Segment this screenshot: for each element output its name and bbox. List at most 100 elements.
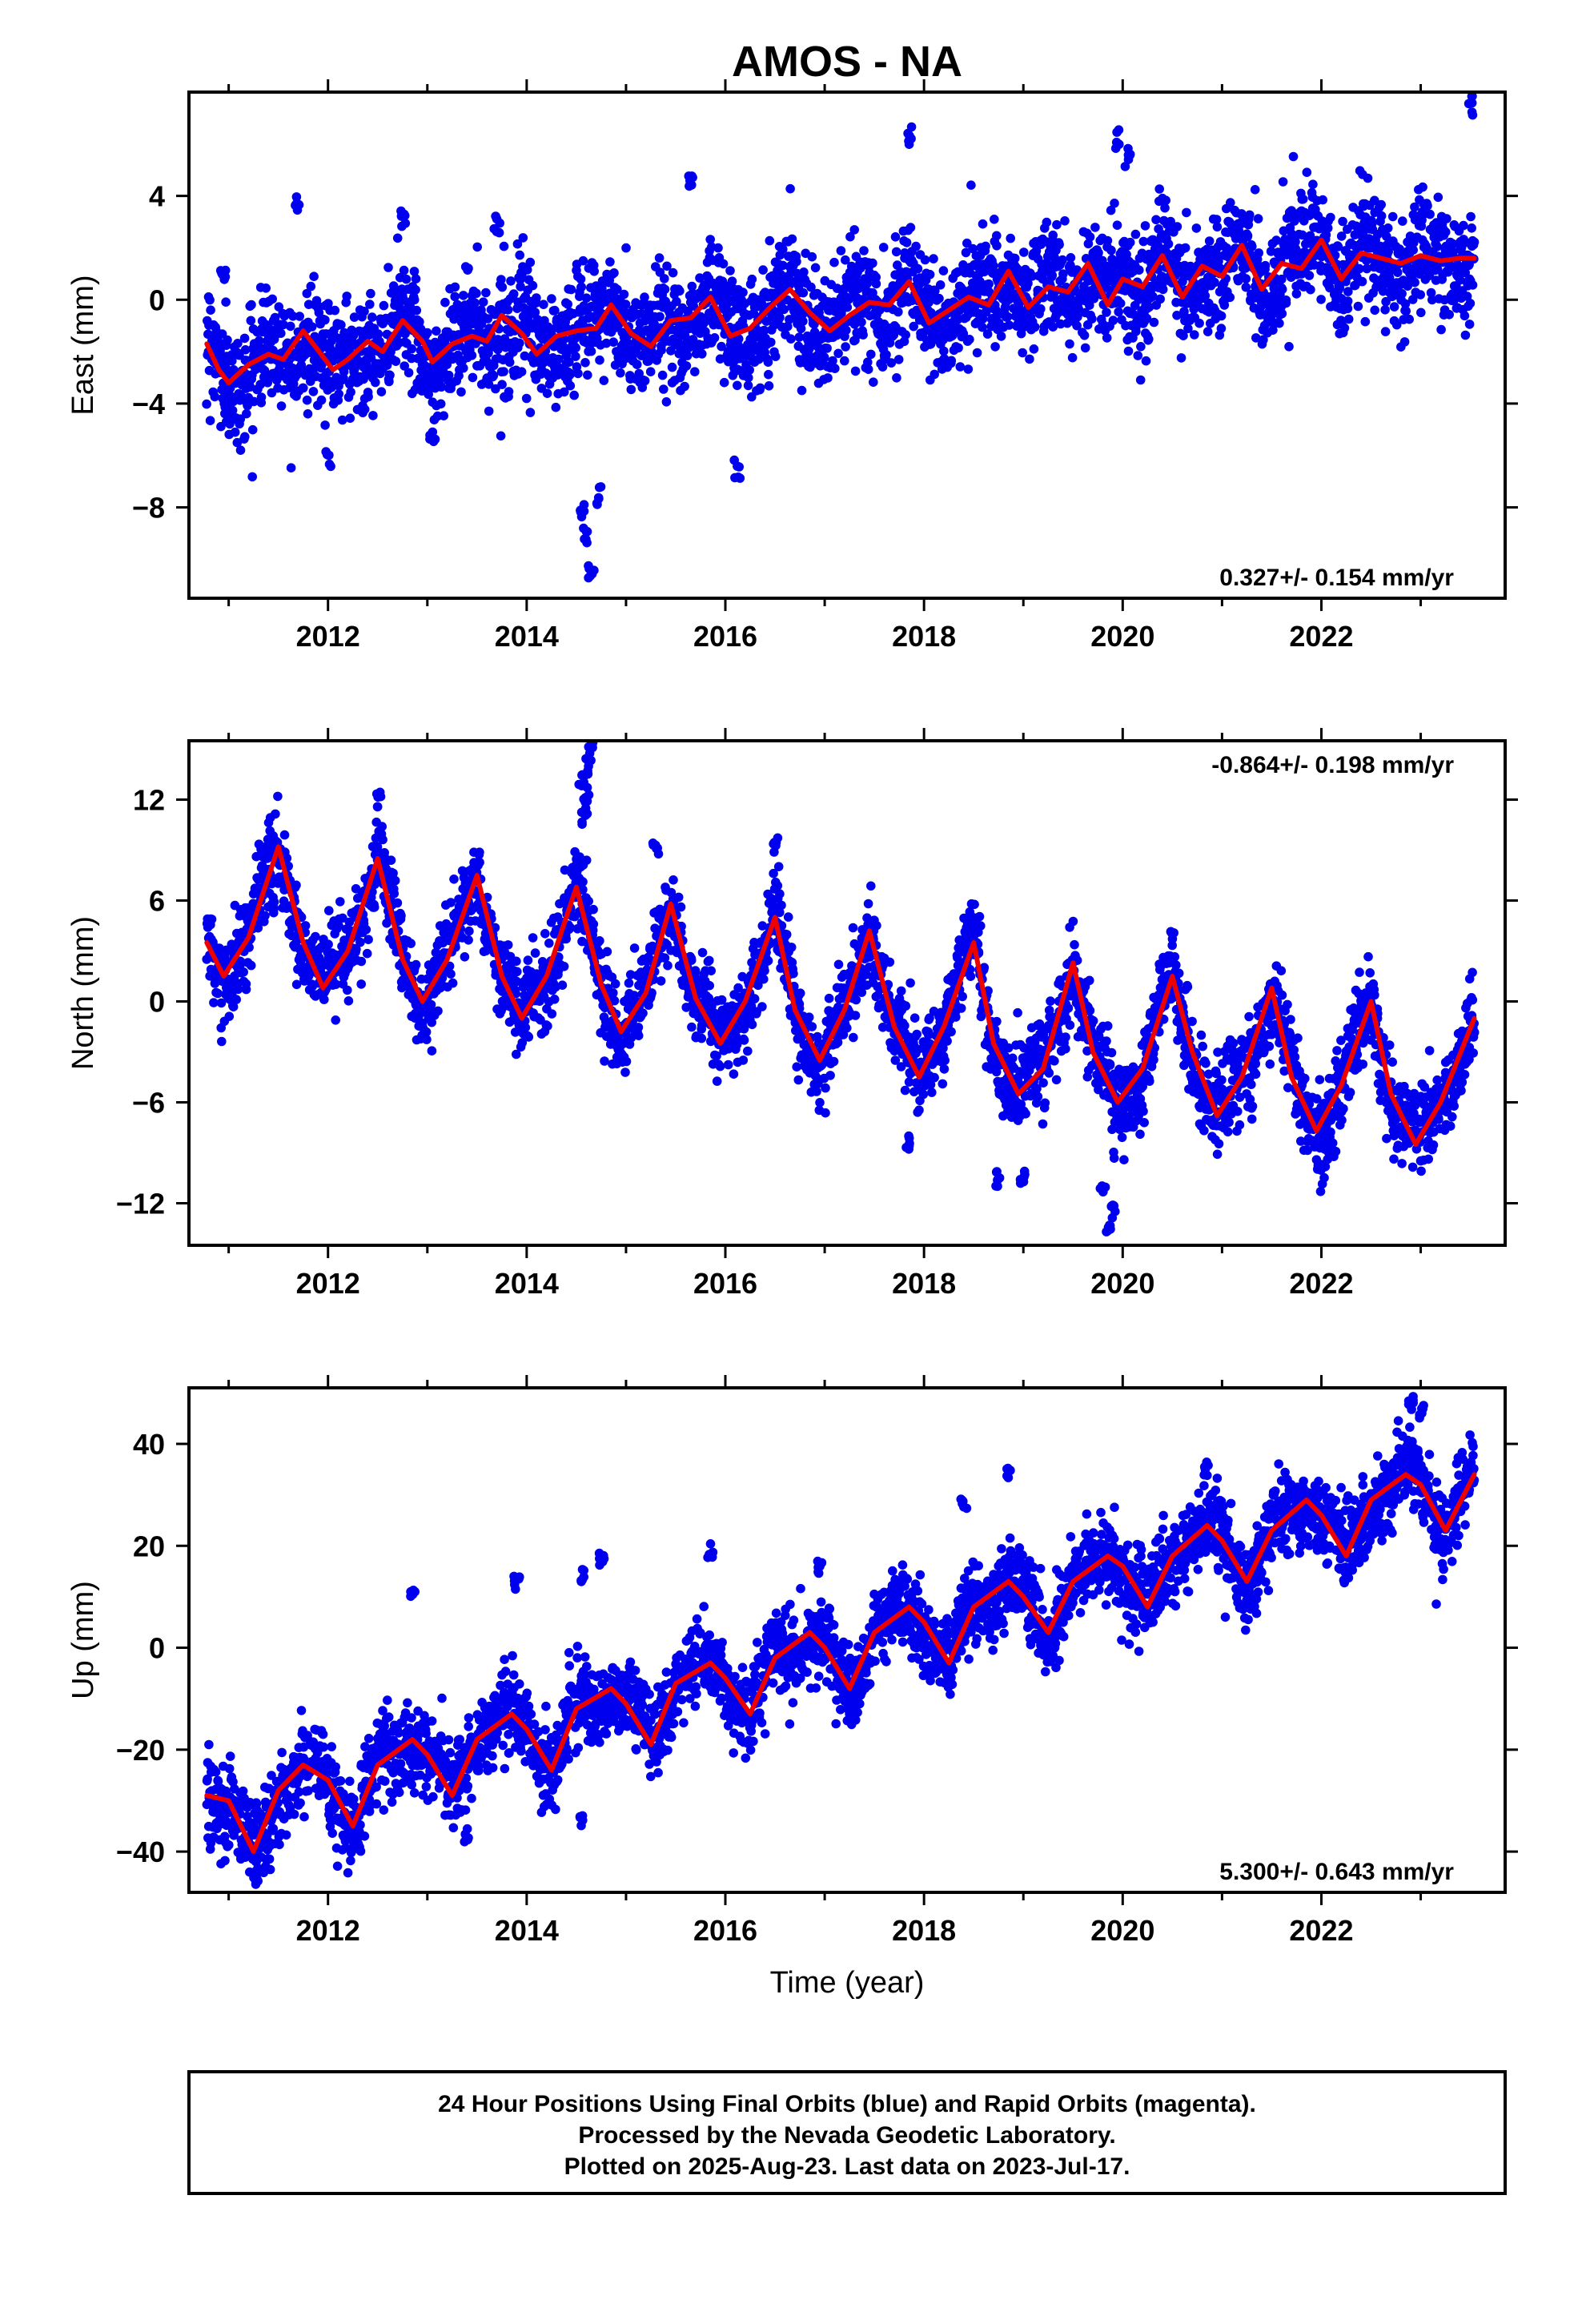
east-point	[1161, 195, 1170, 205]
east-point	[401, 274, 412, 284]
east-point	[1214, 256, 1223, 267]
east-point	[1247, 242, 1257, 251]
east-point	[481, 287, 491, 298]
east-point	[373, 329, 383, 339]
east-point	[274, 302, 284, 312]
east-point	[770, 352, 781, 361]
north-point	[331, 979, 341, 989]
north-point	[356, 956, 367, 967]
east-point	[1183, 324, 1193, 334]
east-point	[970, 302, 980, 312]
east-point	[713, 243, 723, 253]
east-point	[1154, 184, 1164, 194]
east-point	[738, 287, 748, 297]
east-point	[286, 321, 295, 332]
east-point	[456, 387, 466, 397]
east-point	[656, 345, 666, 356]
east-point	[497, 282, 508, 292]
east-point	[367, 312, 377, 322]
east-point	[978, 322, 987, 332]
east-point	[470, 298, 480, 308]
east-point	[621, 243, 631, 253]
east-point	[1362, 263, 1372, 274]
east-point	[1195, 318, 1204, 328]
north-point	[427, 1046, 437, 1055]
east-y-tick-label: 0	[149, 283, 165, 316]
east-point	[1163, 239, 1174, 249]
north-point	[396, 911, 406, 921]
east-point	[1304, 271, 1315, 280]
east-point	[1036, 304, 1046, 314]
east-point	[955, 362, 966, 372]
east-point	[339, 373, 348, 384]
east-point	[1254, 248, 1263, 258]
east-point	[841, 255, 850, 265]
east-outlier-point	[1468, 110, 1478, 120]
east-point	[1066, 253, 1076, 263]
east-point	[371, 377, 380, 388]
east-point	[491, 384, 500, 394]
east-point	[1338, 216, 1347, 227]
east-point	[672, 296, 681, 307]
east-point	[626, 384, 636, 395]
north-point	[575, 852, 584, 862]
east-point	[1052, 219, 1062, 230]
north-point	[369, 903, 379, 912]
north-point	[559, 962, 569, 971]
east-point	[1469, 237, 1480, 247]
east-point	[797, 385, 807, 396]
east-point	[385, 370, 395, 380]
east-point	[1133, 351, 1143, 360]
east-point	[1102, 308, 1111, 317]
east-point	[1401, 306, 1411, 316]
east-point	[288, 312, 298, 321]
east-point	[565, 380, 576, 391]
north-point	[620, 1068, 630, 1077]
east-point	[247, 424, 258, 435]
east-point	[409, 295, 420, 305]
east-point	[1072, 320, 1082, 331]
east-outlier-point	[582, 527, 592, 537]
east-point	[503, 305, 513, 315]
east-point	[383, 263, 393, 272]
north-point	[512, 956, 521, 967]
east-point	[227, 356, 237, 366]
east-point	[1423, 201, 1432, 211]
east-point	[718, 259, 729, 269]
east-point	[459, 291, 468, 300]
east-point	[365, 300, 375, 309]
east-point	[660, 284, 670, 295]
east-point	[1151, 215, 1161, 225]
north-point	[246, 960, 256, 971]
east-point	[690, 367, 700, 377]
east-point	[845, 231, 855, 242]
north-point	[378, 834, 387, 845]
east-point	[759, 325, 769, 336]
north-point	[279, 896, 289, 906]
north-point	[362, 948, 372, 959]
east-point	[661, 397, 672, 407]
north-point	[565, 923, 575, 932]
east-point	[1182, 207, 1191, 218]
east-point	[935, 280, 946, 290]
north-point	[633, 1031, 644, 1040]
east-point	[308, 387, 319, 396]
east-point	[1466, 211, 1476, 222]
north-point	[351, 944, 361, 955]
east-outlier-point	[291, 200, 302, 211]
east-point	[775, 312, 785, 323]
east-plot-frame	[187, 90, 1507, 600]
east-point	[1006, 233, 1015, 243]
east-point	[595, 355, 604, 365]
east-point	[412, 305, 422, 316]
east-point	[279, 320, 288, 330]
north-point	[503, 940, 513, 950]
east-point	[893, 307, 903, 317]
east-point	[1465, 299, 1476, 308]
east-point	[515, 338, 524, 348]
east-point	[1004, 320, 1014, 330]
east-point	[444, 370, 454, 380]
east-point	[560, 387, 569, 397]
east-point	[1425, 209, 1435, 219]
east-point	[747, 274, 757, 284]
